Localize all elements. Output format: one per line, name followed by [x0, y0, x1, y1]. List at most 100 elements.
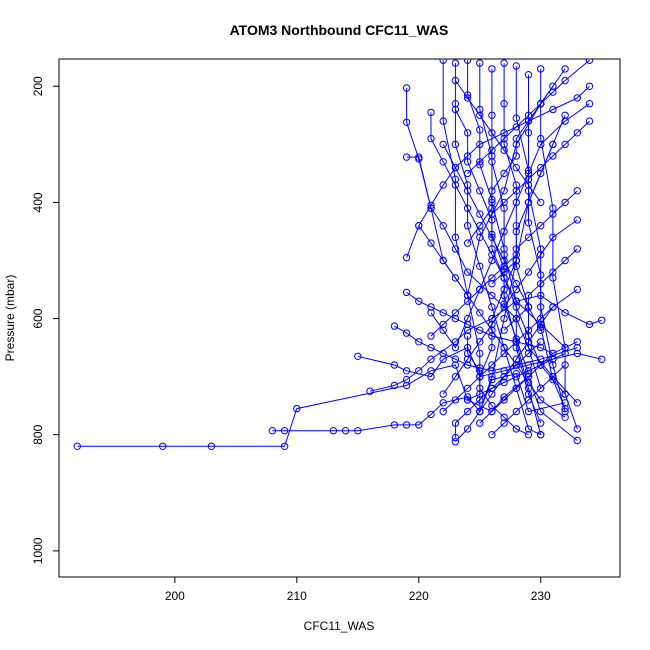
series-line [442, 306, 554, 412]
data-point [500, 349, 508, 358]
data-point [451, 163, 460, 172]
data-point [463, 349, 472, 358]
data-point [585, 82, 594, 91]
data-point [476, 338, 484, 346]
data-point [500, 343, 508, 352]
data-point [415, 367, 423, 375]
data-point [476, 390, 484, 398]
data-point [402, 381, 411, 390]
data-point [524, 268, 533, 276]
data-point [500, 204, 508, 212]
data-point [549, 152, 557, 160]
data-point [402, 329, 411, 337]
data-point [524, 129, 533, 137]
data-point [549, 349, 557, 358]
data-point [573, 216, 581, 224]
data-point [354, 427, 362, 435]
data-point [561, 413, 569, 421]
x-tick-label: 210 [287, 589, 307, 603]
data-point [537, 198, 545, 207]
data-point [549, 303, 557, 311]
data-point [537, 323, 545, 331]
data-point [476, 285, 484, 294]
data-point [451, 233, 460, 242]
data-point [500, 198, 508, 207]
data-point [573, 436, 581, 445]
y-axis: 200 400 600 800 1000 [31, 76, 59, 564]
data-point [488, 373, 496, 381]
data-point [427, 309, 435, 317]
series-line [430, 103, 590, 349]
data-point [500, 100, 508, 108]
data-point [585, 320, 594, 329]
data-point [476, 309, 484, 317]
data-point [390, 381, 399, 390]
data-point [537, 419, 545, 427]
data-point [451, 76, 460, 85]
data-point [500, 146, 508, 154]
series-line [406, 291, 554, 354]
series-line [406, 156, 578, 404]
data-point [537, 431, 545, 439]
data-point [512, 425, 520, 433]
data-point [402, 118, 411, 127]
data-point [451, 274, 460, 282]
data-point [488, 65, 496, 73]
data-point [476, 105, 484, 114]
data-point [427, 332, 435, 340]
data-point [512, 407, 520, 416]
data-point [354, 352, 362, 360]
data-point [476, 326, 484, 334]
data-point [500, 140, 508, 149]
data-point [561, 111, 569, 120]
data-point [390, 421, 399, 429]
x-tick-label: 230 [531, 589, 551, 603]
data-point [463, 393, 472, 401]
data-point [549, 274, 557, 282]
data-point [500, 326, 508, 334]
series-layer [73, 59, 606, 450]
x-tick-label: 200 [165, 589, 185, 603]
data-point [439, 309, 447, 317]
data-point [561, 361, 569, 369]
data-point [549, 82, 557, 91]
data-point [451, 361, 460, 369]
data-point [512, 314, 520, 323]
y-tick-label: 1000 [31, 537, 45, 564]
data-point [573, 349, 581, 358]
data-point [500, 268, 508, 276]
data-point [402, 367, 411, 375]
data-point [524, 219, 533, 227]
data-point [159, 442, 167, 450]
data-point [439, 117, 447, 125]
data-point [488, 111, 496, 120]
series-line [406, 85, 590, 258]
data-point [427, 239, 435, 247]
data-point [439, 222, 447, 230]
data-point [451, 355, 460, 363]
data-point [512, 152, 520, 160]
data-point [537, 361, 545, 369]
data-point [549, 105, 557, 114]
series-line [503, 63, 542, 389]
data-point [537, 245, 545, 253]
data-point [268, 427, 277, 435]
data-point [561, 390, 569, 398]
data-point [488, 233, 496, 242]
data-point [463, 291, 472, 300]
data-point [537, 222, 545, 230]
data-point [488, 314, 496, 323]
data-point [500, 169, 508, 178]
data-point [488, 251, 496, 259]
data-point [598, 316, 606, 324]
data-point [463, 355, 472, 363]
data-point [488, 274, 496, 282]
data-point [512, 338, 520, 346]
data-point [598, 355, 606, 363]
data-point [427, 343, 435, 352]
data-point [463, 425, 472, 433]
series-line [442, 144, 542, 331]
data-point [488, 384, 496, 392]
x-tick-label: 220 [409, 589, 429, 603]
data-point [293, 404, 301, 413]
